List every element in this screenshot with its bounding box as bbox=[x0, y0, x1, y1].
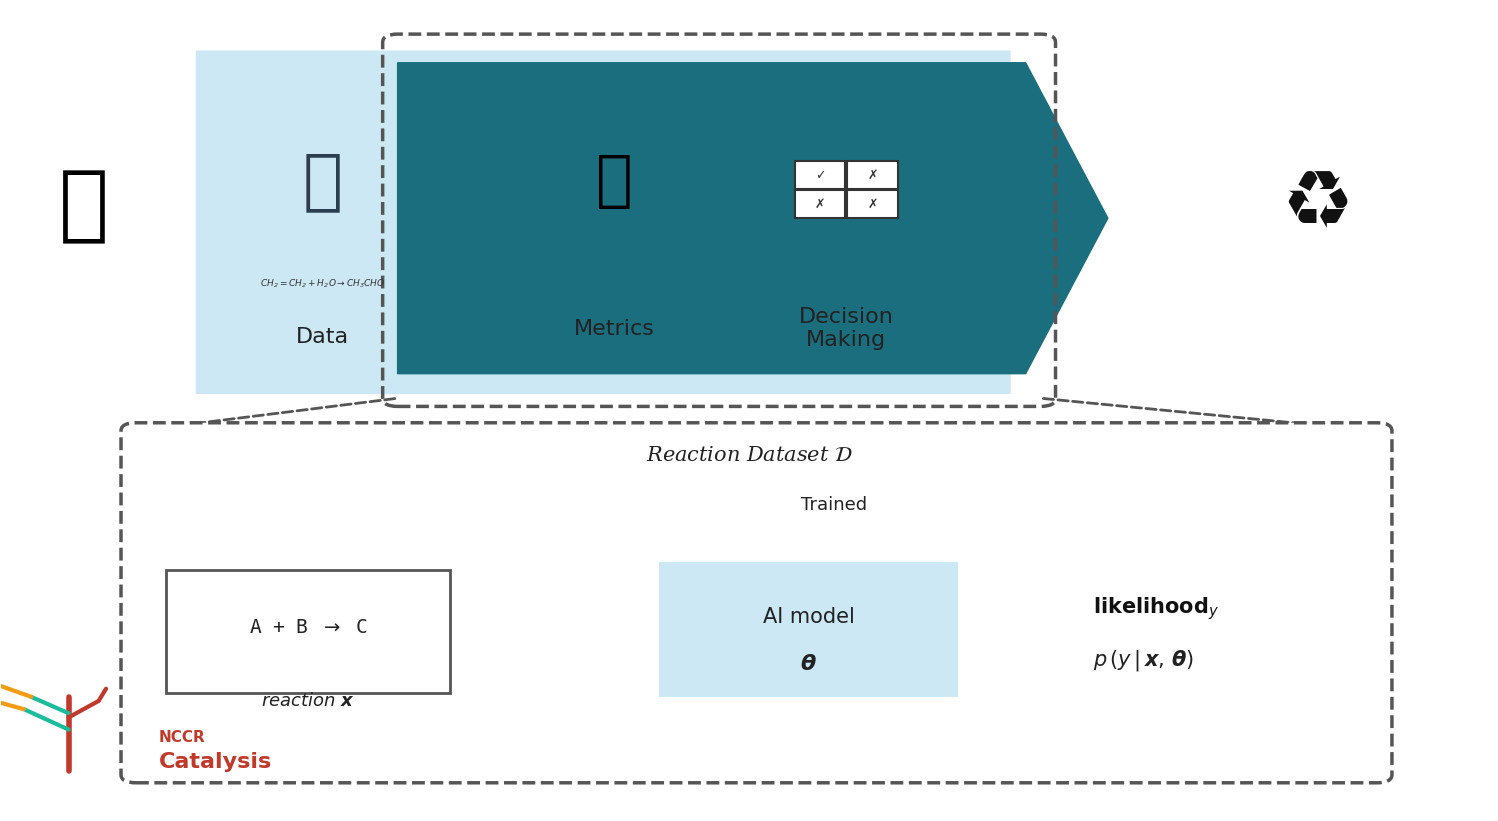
FancyBboxPatch shape bbox=[196, 50, 1011, 394]
Text: ♻: ♻ bbox=[1281, 167, 1353, 245]
FancyBboxPatch shape bbox=[846, 162, 897, 189]
FancyBboxPatch shape bbox=[121, 423, 1392, 782]
FancyBboxPatch shape bbox=[659, 562, 959, 697]
Text: $\mathbf{likelihood}$$_y$: $\mathbf{likelihood}$$_y$ bbox=[1094, 595, 1219, 622]
Text: $\mathregular{CH_2{=}CH_2 + H_2O \rightarrow CH_3CHO}$: $\mathregular{CH_2{=}CH_2 + H_2O \righta… bbox=[261, 277, 385, 290]
Text: Catalysis: Catalysis bbox=[159, 752, 271, 773]
Text: 🏭: 🏭 bbox=[58, 166, 109, 246]
Text: Data: Data bbox=[297, 327, 349, 346]
Text: Trained: Trained bbox=[801, 496, 867, 514]
Text: Reaction Dataset $\mathcal{D}$: Reaction Dataset $\mathcal{D}$ bbox=[646, 446, 852, 465]
FancyBboxPatch shape bbox=[846, 190, 897, 218]
Text: $\boldsymbol{\theta}$: $\boldsymbol{\theta}$ bbox=[800, 654, 816, 674]
Polygon shape bbox=[397, 62, 1109, 374]
FancyBboxPatch shape bbox=[794, 162, 845, 189]
Text: $p\,(y\,|\,\boldsymbol{x},\,\boldsymbol{\theta})$: $p\,(y\,|\,\boldsymbol{x},\,\boldsymbol{… bbox=[1094, 648, 1194, 672]
Text: Metrics: Metrics bbox=[574, 319, 655, 339]
Text: reaction $\boldsymbol{x}$: reaction $\boldsymbol{x}$ bbox=[261, 692, 355, 710]
Text: ✗: ✗ bbox=[867, 197, 878, 210]
Text: A + B $\rightarrow$ C: A + B $\rightarrow$ C bbox=[249, 618, 367, 637]
Text: AI model: AI model bbox=[762, 607, 855, 626]
Text: Decision
Making: Decision Making bbox=[798, 307, 894, 351]
Text: ✗: ✗ bbox=[867, 169, 878, 181]
FancyBboxPatch shape bbox=[794, 190, 845, 218]
Text: NCCR: NCCR bbox=[159, 731, 205, 745]
FancyBboxPatch shape bbox=[166, 570, 449, 693]
Text: ✗: ✗ bbox=[815, 197, 825, 210]
Text: 🔍: 🔍 bbox=[596, 152, 632, 211]
Text: 🗄: 🗄 bbox=[303, 149, 343, 214]
Text: ✓: ✓ bbox=[815, 169, 825, 181]
